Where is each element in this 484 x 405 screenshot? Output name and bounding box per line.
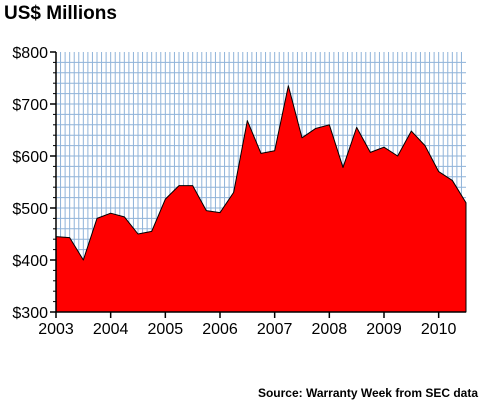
y-tick-label: $800 xyxy=(12,45,48,62)
area-layer xyxy=(55,85,467,313)
x-tick-label: 2009 xyxy=(366,321,402,338)
area-series xyxy=(55,85,467,313)
source-note: Source: Warranty Week from SEC data xyxy=(257,386,478,400)
x-tick-label: 2005 xyxy=(148,321,184,338)
x-tick-label: 2003 xyxy=(38,321,74,338)
x-tick-label: 2010 xyxy=(421,321,457,338)
y-tick-label: $400 xyxy=(12,253,48,270)
x-tick-label: 2006 xyxy=(202,321,238,338)
x-tick-label: 2007 xyxy=(257,321,293,338)
axes xyxy=(50,51,466,318)
y-tick-label: $500 xyxy=(12,201,48,218)
chart-title: US$ Millions xyxy=(4,3,117,24)
tick-labels: $300 $400 $500 $600 $700 $800 2003 2004 2005 2006… xyxy=(12,45,456,338)
y-tick-label: $700 xyxy=(12,97,48,114)
y-tick-label: $600 xyxy=(12,149,48,166)
x-tick-label: 2004 xyxy=(93,321,129,338)
x-tick-label: 2008 xyxy=(312,321,348,338)
y-tick-label: $300 xyxy=(12,305,48,322)
